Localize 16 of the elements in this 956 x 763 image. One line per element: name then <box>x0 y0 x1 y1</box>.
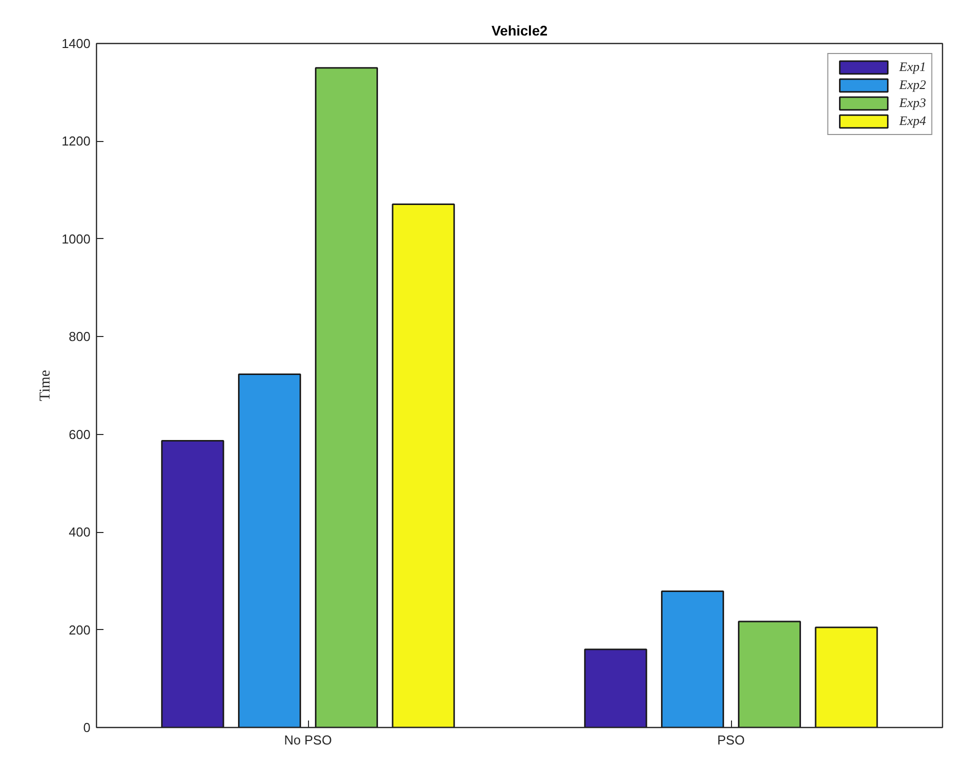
y-tick-label: 0 <box>83 720 91 735</box>
y-tick-label: 1200 <box>62 134 90 149</box>
y-tick-label: 1000 <box>62 231 90 246</box>
x-tick-label: No PSO <box>284 732 332 748</box>
y-tick-label: 200 <box>68 622 91 638</box>
legend-label: Exp2 <box>899 77 926 93</box>
y-tick-label: 600 <box>68 426 91 442</box>
y-tick-label: 1400 <box>62 36 90 51</box>
legend-label: Exp3 <box>899 95 926 111</box>
x-tick-label: PSO <box>717 732 745 748</box>
legend-label: Exp1 <box>899 59 926 75</box>
legend-label: Exp4 <box>899 113 926 129</box>
y-tick-label: 800 <box>68 329 91 344</box>
chart-title: Vehicle2 <box>491 22 548 38</box>
y-tick-label: 400 <box>68 524 91 540</box>
y-axis-title: Time <box>38 370 54 402</box>
